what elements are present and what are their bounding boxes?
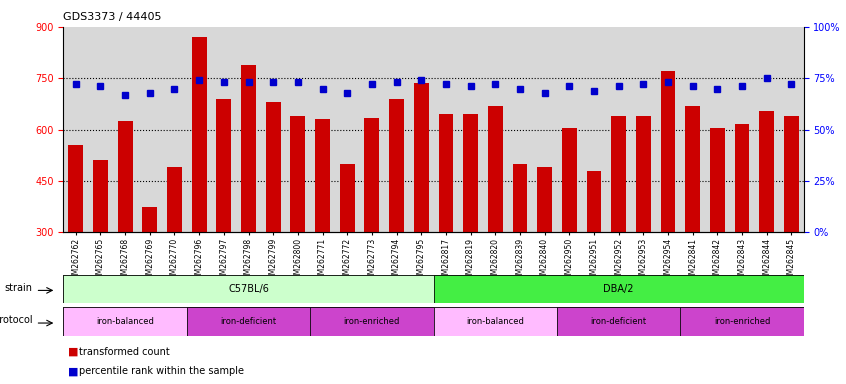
Bar	[63, 275, 433, 303]
Text: strain: strain	[4, 283, 32, 293]
Text: transformed count: transformed count	[79, 347, 169, 357]
Text: percentile rank within the sample: percentile rank within the sample	[79, 366, 244, 376]
FancyBboxPatch shape	[63, 307, 804, 336]
Bar	[290, 116, 305, 232]
Bar	[187, 307, 310, 336]
Bar	[69, 145, 83, 232]
Bar	[365, 118, 379, 232]
Text: iron-balanced: iron-balanced	[466, 317, 525, 326]
Bar	[463, 114, 478, 232]
Bar	[734, 124, 750, 232]
Bar	[118, 121, 133, 232]
Bar	[340, 164, 354, 232]
Bar	[636, 116, 651, 232]
Bar	[310, 307, 433, 336]
Bar	[611, 116, 626, 232]
Bar	[433, 307, 557, 336]
Bar	[685, 106, 700, 232]
Bar	[562, 128, 577, 232]
Text: iron-enriched: iron-enriched	[714, 317, 770, 326]
Bar	[784, 116, 799, 232]
Text: protocol: protocol	[0, 315, 32, 325]
Bar	[710, 128, 725, 232]
Bar	[389, 99, 404, 232]
Bar	[661, 71, 675, 232]
Text: iron-enriched: iron-enriched	[343, 317, 400, 326]
FancyBboxPatch shape	[63, 275, 804, 303]
Bar	[586, 170, 602, 232]
Bar	[557, 307, 680, 336]
Bar	[167, 167, 182, 232]
Text: ■: ■	[68, 366, 78, 376]
Bar	[63, 307, 187, 336]
Text: iron-deficient: iron-deficient	[591, 317, 646, 326]
Text: iron-deficient: iron-deficient	[221, 317, 277, 326]
Bar	[759, 111, 774, 232]
Bar	[315, 119, 330, 232]
Bar	[217, 99, 231, 232]
Bar	[438, 114, 453, 232]
Bar	[241, 65, 255, 232]
Bar	[488, 106, 503, 232]
Bar	[680, 307, 804, 336]
Bar	[192, 37, 206, 232]
Bar	[433, 275, 804, 303]
Bar	[142, 207, 157, 232]
Bar	[266, 102, 281, 232]
Bar	[513, 164, 527, 232]
Text: ■: ■	[68, 347, 78, 357]
Bar	[93, 161, 107, 232]
Bar	[414, 83, 429, 232]
Bar	[537, 167, 552, 232]
Text: GDS3373 / 44405: GDS3373 / 44405	[63, 12, 162, 22]
Text: iron-balanced: iron-balanced	[96, 317, 154, 326]
Text: DBA/2: DBA/2	[603, 284, 634, 294]
Text: C57BL/6: C57BL/6	[228, 284, 269, 294]
